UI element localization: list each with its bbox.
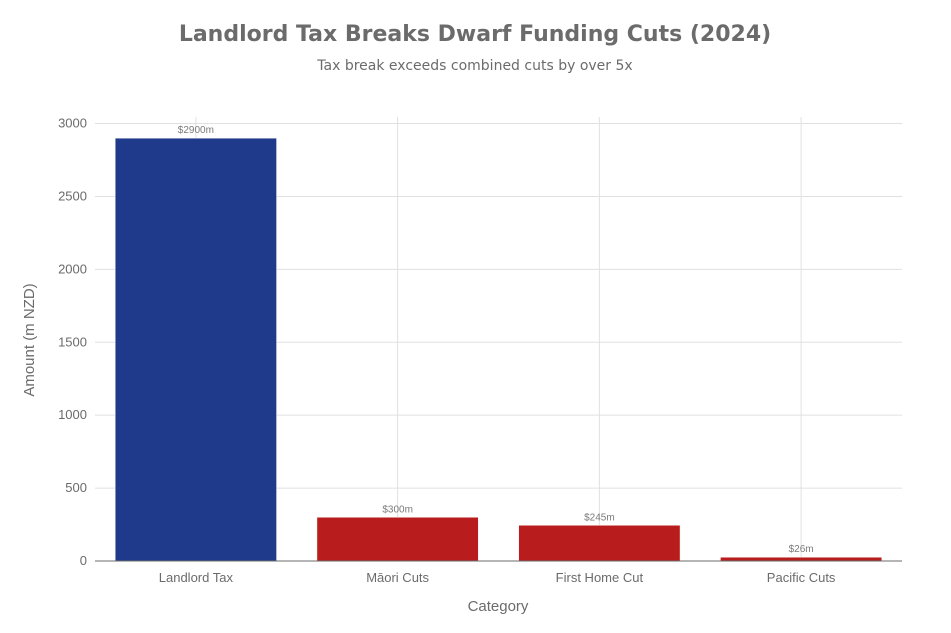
- y-tick-label: 500: [65, 480, 87, 495]
- y-tick-label: 1500: [58, 334, 87, 349]
- y-tick-label: 2500: [58, 188, 87, 203]
- data-label: $26m: [789, 544, 814, 555]
- x-tick-label: Pacific Cuts: [767, 570, 836, 585]
- data-label: $2900m: [178, 125, 214, 136]
- y-tick-label: 0: [80, 553, 87, 568]
- x-tick-label: First Home Cut: [556, 570, 644, 585]
- y-axis-label: Amount (m NZD): [21, 283, 38, 396]
- data-label: $245m: [584, 512, 615, 523]
- x-axis-label: Category: [468, 598, 529, 615]
- y-tick-label: 2000: [58, 261, 87, 276]
- x-tick-label: Māori Cuts: [366, 570, 429, 585]
- data-label: $300m: [382, 504, 413, 515]
- bar-first-home-cut: [518, 525, 681, 562]
- x-tick-label: Landlord Tax: [159, 570, 234, 585]
- chart-subtitle: Tax break exceeds combined cuts by over …: [316, 58, 632, 74]
- y-tick-label: 1000: [58, 407, 87, 422]
- bar-m-ori-cuts: [316, 517, 479, 562]
- chart-title: Landlord Tax Breaks Dwarf Funding Cuts (…: [179, 22, 771, 47]
- bar-landlord-tax: [114, 137, 277, 562]
- bar-pacific-cuts: [720, 556, 883, 562]
- y-tick-label: 3000: [58, 116, 87, 131]
